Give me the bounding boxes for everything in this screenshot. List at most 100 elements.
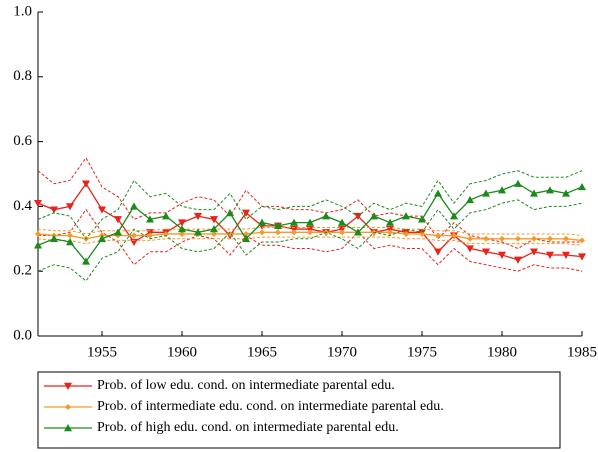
x-tick-label: 1975 [407, 344, 437, 360]
x-tick-label: 1985 [567, 344, 597, 360]
marker [563, 235, 569, 242]
marker [546, 186, 554, 194]
marker [530, 189, 538, 197]
marker [515, 235, 521, 242]
marker [162, 212, 170, 220]
marker [227, 230, 233, 237]
marker [131, 232, 137, 239]
marker [275, 229, 281, 236]
marker [290, 218, 298, 226]
x-tick-label: 1965 [247, 344, 277, 360]
marker [242, 209, 250, 217]
marker [498, 186, 506, 194]
marker [451, 232, 457, 239]
marker [578, 182, 586, 191]
marker [499, 235, 505, 242]
marker [147, 232, 153, 239]
marker [370, 212, 378, 220]
y-tick-label: 0.2 [13, 263, 32, 279]
y-tick-label: 1.0 [13, 3, 32, 19]
marker [66, 203, 74, 211]
marker [403, 230, 409, 237]
marker [339, 229, 345, 236]
marker [498, 251, 506, 259]
marker [82, 180, 90, 188]
marker [178, 219, 186, 227]
marker [130, 238, 138, 247]
marker [306, 218, 314, 226]
y-tick-label: 0.4 [13, 198, 32, 214]
y-tick-label: 0.8 [13, 68, 32, 84]
marker [418, 215, 426, 223]
marker [179, 230, 185, 237]
confidence-line [37, 236, 583, 246]
marker [50, 234, 58, 242]
confidence-line [37, 156, 582, 250]
marker [419, 230, 425, 237]
marker [291, 229, 297, 236]
marker [258, 218, 266, 226]
marker [531, 235, 537, 242]
legend-marker [65, 404, 71, 410]
marker [530, 248, 538, 256]
legend-label: Prob. of low edu. cond. on intermediate … [97, 378, 395, 393]
marker [98, 206, 106, 214]
marker [435, 232, 441, 239]
marker [274, 221, 282, 230]
marker [34, 199, 42, 208]
marker [546, 251, 554, 259]
marker [482, 189, 490, 197]
legend-label: Prob. of intermediate edu. cond. on inte… [97, 399, 444, 414]
legend-marker [64, 382, 72, 390]
legend-marker [64, 424, 72, 432]
marker [211, 230, 217, 237]
marker [578, 253, 586, 261]
marker [307, 229, 313, 236]
marker [130, 202, 138, 210]
marker [34, 241, 42, 249]
marker [450, 212, 458, 220]
marker [514, 256, 522, 264]
marker [146, 215, 154, 223]
marker [50, 206, 58, 214]
marker [386, 218, 394, 226]
marker [579, 237, 585, 244]
confidence-line [37, 170, 583, 240]
marker [194, 228, 202, 236]
marker [402, 212, 410, 220]
legend-label: Prob. of high edu. cond. on intermediate… [97, 420, 399, 435]
marker [514, 179, 522, 187]
y-tick-label: 0.0 [13, 327, 32, 343]
marker [67, 232, 73, 239]
marker [178, 225, 186, 233]
marker [482, 248, 490, 256]
y-tick-label: 0.6 [13, 133, 32, 149]
marker [387, 229, 393, 236]
x-tick-label: 1980 [487, 344, 517, 360]
legend-box [37, 371, 561, 449]
marker [354, 228, 362, 236]
marker [114, 228, 122, 236]
confidence-line [38, 208, 583, 272]
marker [98, 234, 106, 242]
marker [483, 235, 489, 242]
marker [467, 235, 473, 242]
confidence-line [37, 199, 583, 282]
marker [66, 238, 74, 246]
x-tick-label: 1955 [87, 344, 117, 360]
marker [547, 235, 553, 242]
confidence-line [37, 226, 583, 237]
x-tick-label: 1970 [327, 344, 357, 360]
marker [466, 245, 474, 253]
marker [114, 216, 122, 224]
marker [434, 189, 442, 197]
marker [194, 212, 202, 221]
marker [210, 216, 218, 224]
marker [434, 248, 442, 256]
marker [322, 212, 330, 220]
marker [562, 251, 570, 259]
marker [82, 257, 90, 265]
marker [35, 230, 41, 237]
marker [210, 225, 218, 233]
